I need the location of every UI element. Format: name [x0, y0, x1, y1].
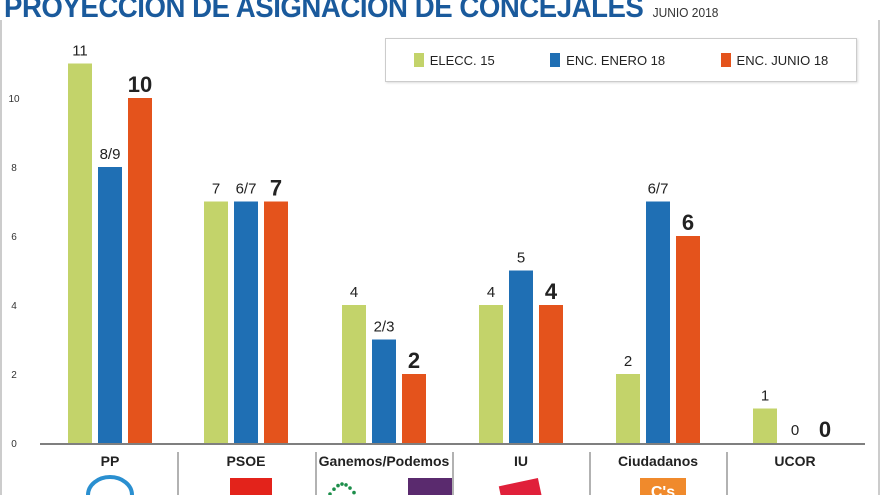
bar	[616, 374, 640, 443]
data-label: 4	[350, 284, 358, 301]
ganemos-logo	[348, 486, 352, 490]
category-label: PSOE	[227, 453, 266, 469]
ciudadanos-logo-text: C's	[651, 484, 675, 495]
data-label: 7	[270, 176, 282, 201]
bar	[479, 305, 503, 443]
category-label: IU	[514, 453, 528, 469]
legend-item: ENC. JUNIO 18	[720, 52, 829, 68]
data-label: 2/3	[374, 319, 395, 336]
data-label: 1	[761, 388, 769, 405]
y-tick-label: 2	[11, 370, 17, 381]
bar	[98, 167, 122, 443]
podemos-logo	[408, 478, 452, 495]
psoe-logo	[230, 478, 272, 495]
data-label: 0	[819, 417, 831, 442]
chart-title: PROYECCION DE ASIGNACION DE CONCEJALES JU…	[4, 0, 718, 25]
y-tick-label: 10	[8, 94, 20, 105]
data-label: 2	[624, 353, 632, 370]
ganemos-logo	[352, 490, 356, 495]
iu-logo	[498, 478, 543, 495]
legend-item: ELECC. 15	[413, 52, 495, 68]
bar	[234, 201, 258, 443]
ciudadanos-logo	[640, 478, 686, 495]
bar	[753, 408, 777, 443]
ganemos-logo	[328, 492, 332, 495]
data-label: 8/9	[100, 146, 121, 163]
bar	[264, 201, 288, 443]
ganemos-logo	[332, 487, 336, 492]
data-label: 11	[72, 43, 88, 60]
data-label: 6	[682, 210, 694, 235]
y-tick-label: 8	[11, 163, 17, 174]
data-label: 7	[212, 181, 220, 198]
legend-swatch	[413, 53, 424, 67]
legend-swatch	[550, 53, 561, 67]
bar	[68, 63, 92, 443]
data-label: 4	[545, 279, 558, 304]
y-tick-label: 4	[11, 301, 17, 312]
ganemos-logo	[340, 482, 344, 486]
data-label: 6/7	[648, 181, 669, 198]
data-label: 2	[408, 348, 420, 373]
bar	[372, 339, 396, 443]
bar	[539, 305, 563, 443]
bar	[646, 201, 670, 443]
legend-swatch	[720, 53, 731, 67]
category-label: UCOR	[774, 453, 815, 469]
category-label: Ganemos/Podemos	[319, 453, 450, 469]
legend: ELECC. 15 ENC. ENERO 18 ENC. JUNIO 18	[385, 38, 857, 82]
bar	[342, 305, 366, 443]
data-label: 10	[128, 72, 152, 97]
legend-item: ENC. ENERO 18	[550, 53, 665, 68]
chart-subtitle: JUNIO 2018	[652, 5, 719, 20]
y-tick-label: 6	[11, 232, 17, 243]
ganemos-logo	[336, 483, 340, 488]
legend-label: ELECC. 15	[429, 52, 495, 68]
data-label: 5	[517, 250, 525, 267]
y-tick-label: 0	[11, 439, 17, 450]
data-label: 6/7	[236, 181, 257, 198]
pp-logo	[86, 475, 134, 495]
data-label: 0	[791, 422, 799, 439]
title-text: PROYECCION DE ASIGNACION DE CONCEJALES	[4, 0, 644, 24]
category-label: Ciudadanos	[618, 453, 698, 469]
legend-label: ENC. ENERO 18	[566, 52, 666, 68]
ganemos-logo	[344, 483, 348, 487]
bar	[204, 201, 228, 443]
data-label: 4	[487, 284, 495, 301]
bar	[509, 270, 533, 443]
category-label: PP	[101, 453, 120, 469]
legend-label: ENC. JUNIO 18	[736, 52, 829, 68]
bar	[676, 236, 700, 443]
bar	[402, 374, 426, 443]
bar	[128, 98, 152, 443]
